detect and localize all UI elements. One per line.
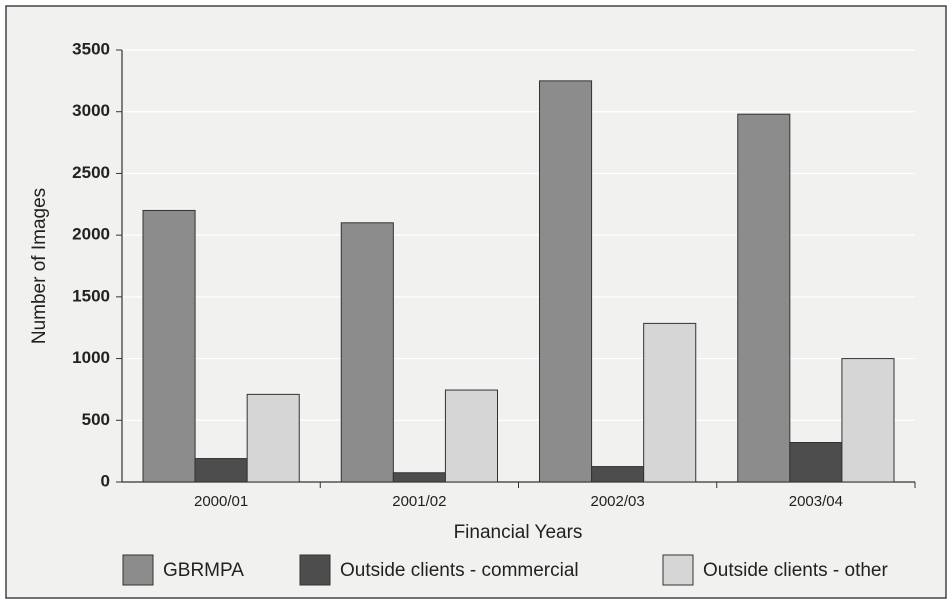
y-tick-label: 500 <box>82 410 110 429</box>
bar <box>340 222 394 483</box>
y-tick-label: 1000 <box>72 348 110 367</box>
y-tick-label: 0 <box>101 471 110 490</box>
x-tick-label: 2001/02 <box>392 493 446 510</box>
bar <box>539 80 593 483</box>
y-tick-label: 3500 <box>72 39 110 58</box>
bar <box>142 209 196 483</box>
bar <box>737 113 791 483</box>
x-tick-label: 2000/01 <box>194 493 248 510</box>
bar <box>643 322 697 483</box>
bar <box>392 472 446 483</box>
x-axis-label: Financial Years <box>454 522 583 543</box>
legend-label: Outside clients - commercial <box>340 560 579 581</box>
legend-swatch <box>662 554 694 586</box>
y-tick-label: 3000 <box>72 101 110 120</box>
y-tick-label: 2500 <box>72 163 110 182</box>
bar <box>591 466 645 483</box>
x-tick-label: 2003/04 <box>789 493 843 510</box>
bar <box>246 393 300 483</box>
legend-swatch <box>122 554 154 586</box>
y-tick-label: 2000 <box>72 225 110 244</box>
x-tick-label: 2002/03 <box>591 493 645 510</box>
y-tick-label: 1500 <box>72 286 110 305</box>
bar <box>789 442 843 483</box>
bar <box>444 389 498 483</box>
legend-label: Outside clients - other <box>703 560 888 581</box>
bar <box>194 458 248 483</box>
legend-label: GBRMPA <box>163 560 244 581</box>
bar <box>841 358 895 483</box>
legend-swatch <box>299 554 331 586</box>
y-axis-label: Number of Images <box>29 188 50 344</box>
